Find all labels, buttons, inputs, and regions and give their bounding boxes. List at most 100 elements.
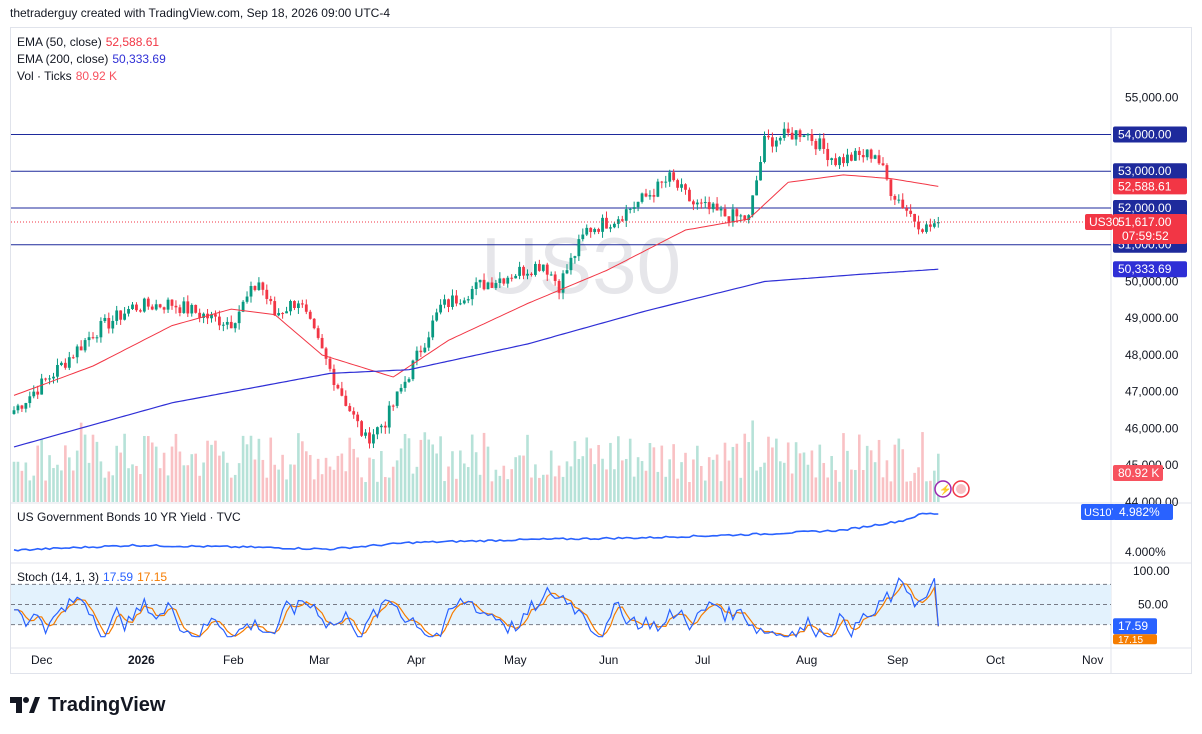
candle [320,334,324,349]
volume-bar [648,442,652,502]
candle [893,194,897,206]
legend-ema50[interactable]: EMA (50, close) 52,588.61 [17,35,159,50]
candle [731,204,735,227]
candle-body [664,181,668,183]
candle [913,213,916,228]
candle-body [348,405,352,412]
volume-bar [474,452,478,502]
volume-bar [447,466,450,502]
candle-body [763,135,766,162]
candle [585,224,589,237]
candle-body [826,148,830,161]
candle [601,214,604,238]
candle-body [727,216,731,223]
candle [261,281,265,296]
volume-bar [877,439,881,502]
x-tick-label: Jun [599,653,618,667]
volume-bar [802,452,806,502]
candle [482,273,486,291]
candle [632,201,636,213]
candle [534,261,537,277]
candle-body [178,307,182,313]
candle [541,264,545,273]
candle-body [755,180,758,196]
candle [640,192,644,204]
volume-bar [384,477,387,502]
candle-body [324,348,328,359]
candle [458,299,462,306]
candle-body [427,337,431,348]
chart-canvas[interactable]: US30 55,000.00 54,000.00 53,000.00 52,000.00… [11,28,1191,673]
volume-bar [269,437,273,502]
legend-stoch-label: Stoch (14, 1, 3) [17,570,100,584]
legend-bond[interactable]: US Government Bonds 10 YR Yield · TVC [17,510,241,524]
legend-vol[interactable]: Vol · Ticks 80.92 K [17,69,117,84]
candle [316,325,320,340]
legend-stoch[interactable]: Stoch (14, 1, 3) 17.59 17.15 [17,570,167,585]
candle [616,216,620,229]
candle [304,299,308,315]
candle-body [269,298,273,302]
volume-bar [218,455,221,502]
volume-bar [589,448,592,502]
candle [150,304,154,311]
volume-bar [194,453,197,502]
volume-bar [925,481,928,502]
candle [510,274,514,282]
candle [344,390,348,407]
candle [652,188,656,203]
candle-body [146,298,150,307]
candle-body [695,202,699,205]
candle-body [300,303,304,305]
candle-body [403,381,407,388]
volume-bar [281,454,284,502]
volume-bar [99,461,103,502]
volume-bar [731,446,735,502]
candle [901,193,905,209]
volume-bar [684,452,687,502]
candle [91,332,95,340]
candle-body [553,274,557,281]
volume-bar [60,470,63,502]
candle-body [158,304,162,308]
candle [308,309,312,320]
candle [569,253,573,275]
candle [435,308,439,322]
candle [857,146,861,161]
volume-bar [593,464,596,502]
candle-body [344,395,348,406]
candle [281,312,284,319]
volume-bar [806,464,810,502]
candle-body [782,128,786,138]
ema200-line [13,268,939,448]
candle [391,404,395,411]
candle [131,302,134,310]
volume-bar [75,450,79,502]
candle-body [774,140,778,147]
x-tick-label: Sep [887,653,909,667]
legend-ema200[interactable]: EMA (200, close) 50,333.69 [17,52,166,67]
candle-body [12,410,16,414]
candle-body [182,301,186,313]
candle-body [589,227,593,233]
candle-body [901,199,905,209]
volume-bar [514,457,517,502]
candle [352,407,356,419]
candle-body [79,346,83,351]
volume-bar [52,468,55,502]
candle-body [281,313,284,315]
candle-body [336,385,340,389]
candle-body [929,224,932,227]
legend-stoch-k: 17.59 [103,570,134,584]
candle [668,169,672,187]
candle [498,272,502,289]
volume-bar [28,480,32,502]
tradingview-footer[interactable]: TradingView [10,692,165,718]
candle [174,300,178,314]
candle-body [628,208,632,210]
candle-body [668,172,672,182]
candle-body [739,215,743,217]
candles [12,122,940,449]
x-tick-label: Feb [223,653,244,667]
stoch-k-tag: 17.59 [1118,619,1148,633]
